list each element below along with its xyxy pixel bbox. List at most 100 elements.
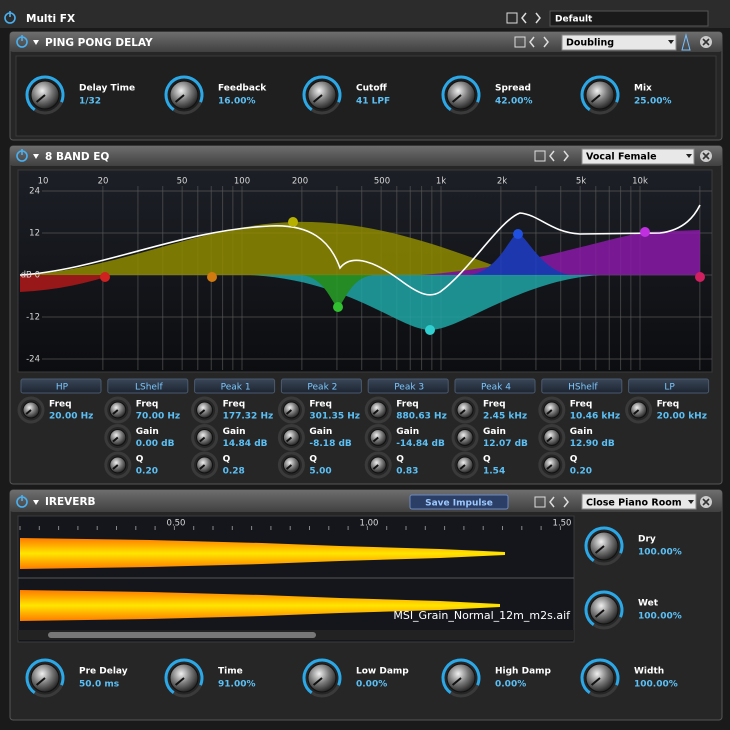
knob-pointer (546, 409, 553, 415)
collapse-arrow[interactable] (33, 500, 39, 505)
next-arrow[interactable] (535, 12, 541, 24)
band-handle[interactable] (640, 227, 650, 237)
band-button[interactable] (280, 378, 362, 394)
band-handle[interactable] (695, 272, 705, 282)
band-button[interactable] (367, 378, 449, 394)
knob-pointer (112, 409, 119, 415)
scrollbar-thumb[interactable] (48, 632, 316, 638)
band-handle[interactable] (207, 272, 217, 282)
knob-track (104, 396, 132, 424)
knob-value: 100.00% (634, 680, 678, 690)
band-handle[interactable] (288, 217, 298, 227)
knob-label: Width (634, 667, 664, 677)
knob-track (364, 451, 392, 479)
knob-pointer (174, 677, 185, 686)
band-button[interactable] (194, 378, 276, 394)
dropdown-arrow (668, 40, 674, 44)
collapse-arrow[interactable] (33, 40, 39, 45)
prev-arrow[interactable] (549, 496, 555, 508)
band-button[interactable] (541, 378, 623, 394)
preset-box[interactable] (561, 34, 677, 51)
dropdown-arrow (686, 154, 692, 158)
knob-track (104, 451, 132, 479)
knob-pointer (459, 436, 466, 443)
band-handle[interactable] (425, 325, 435, 335)
param-label: Gain (396, 427, 419, 437)
param-value: 10.46 kHz (570, 412, 620, 422)
param-value: 0.83 (396, 467, 418, 477)
knob-label: Mix (634, 84, 652, 94)
close-icon (702, 38, 710, 46)
knob-ring (584, 526, 624, 566)
knob-label: Time (218, 667, 243, 677)
band-name: Peak 2 (307, 383, 337, 393)
knob-pointer (112, 436, 119, 443)
freq-label: 100 (234, 177, 250, 187)
knob-track (191, 451, 219, 479)
knob-pointer (590, 94, 601, 103)
knob-track (277, 396, 305, 424)
time-label: 0.50 (167, 519, 186, 529)
band-button[interactable] (628, 378, 710, 394)
knob-ring (164, 75, 204, 115)
save-icon[interactable] (534, 150, 546, 162)
prev-arrow[interactable] (521, 12, 527, 24)
freq-label: 5k (576, 177, 586, 187)
band-handle[interactable] (513, 229, 523, 239)
next-arrow[interactable] (543, 36, 549, 48)
next-arrow[interactable] (563, 150, 569, 162)
freq-label: 200 (292, 177, 308, 187)
knob-label: Feedback (218, 84, 267, 94)
waveform-right (20, 590, 500, 621)
prev-arrow[interactable] (549, 150, 555, 162)
param-label: Freq (49, 400, 72, 410)
gain-label: dB 0 (21, 271, 40, 281)
prev-arrow[interactable] (529, 36, 535, 48)
knob-value: 0.00% (495, 680, 526, 690)
knob-value: 16.00% (218, 97, 256, 107)
param-value: 880.63 Hz (396, 412, 447, 422)
metronome-icon[interactable] (681, 33, 691, 51)
eq-handles[interactable] (100, 217, 705, 335)
knob-pointer (451, 94, 462, 103)
next-arrow[interactable] (563, 496, 569, 508)
peak1-area (20, 221, 520, 275)
gain-label: -12 (26, 313, 40, 323)
time-label: 1.50 (553, 519, 572, 529)
save-icon[interactable] (514, 36, 526, 48)
knob-value: 100.00% (638, 548, 682, 558)
band-button[interactable] (107, 378, 189, 394)
preset-box[interactable] (549, 10, 709, 27)
impulse-filename: MSI_Grain_Normal_12m_m2s.aif (393, 609, 571, 622)
preset-box[interactable] (581, 148, 695, 165)
band-handle[interactable] (333, 302, 343, 312)
save-impulse-button[interactable] (409, 494, 509, 510)
collapse-arrow[interactable] (33, 154, 39, 159)
knob-label: Cutoff (356, 84, 387, 94)
param-label: Freq (483, 400, 506, 410)
knob-pointer (285, 464, 293, 470)
knob-pointer (35, 677, 46, 686)
param-label: Gain (223, 427, 246, 437)
param-value: 12.07 dB (483, 439, 528, 449)
knob-track (451, 451, 479, 479)
band-button[interactable] (20, 378, 102, 394)
knob-ring (584, 590, 624, 630)
knob-pointer (285, 409, 293, 415)
knob-track (17, 396, 45, 424)
param-value: 14.84 dB (223, 439, 268, 449)
knob-label: Spread (495, 84, 531, 94)
preset-box[interactable] (581, 493, 697, 510)
knob-track (277, 424, 305, 451)
band-handle[interactable] (100, 272, 110, 282)
param-value: 0.20 (136, 467, 158, 477)
dropdown-arrow (688, 500, 694, 504)
peak2-area (300, 275, 375, 307)
knob-ring (25, 658, 65, 698)
band-button[interactable] (454, 378, 536, 394)
save-icon[interactable] (534, 496, 546, 508)
knob-track (191, 424, 219, 451)
save-icon[interactable] (506, 12, 518, 24)
knob-pointer (633, 409, 640, 415)
